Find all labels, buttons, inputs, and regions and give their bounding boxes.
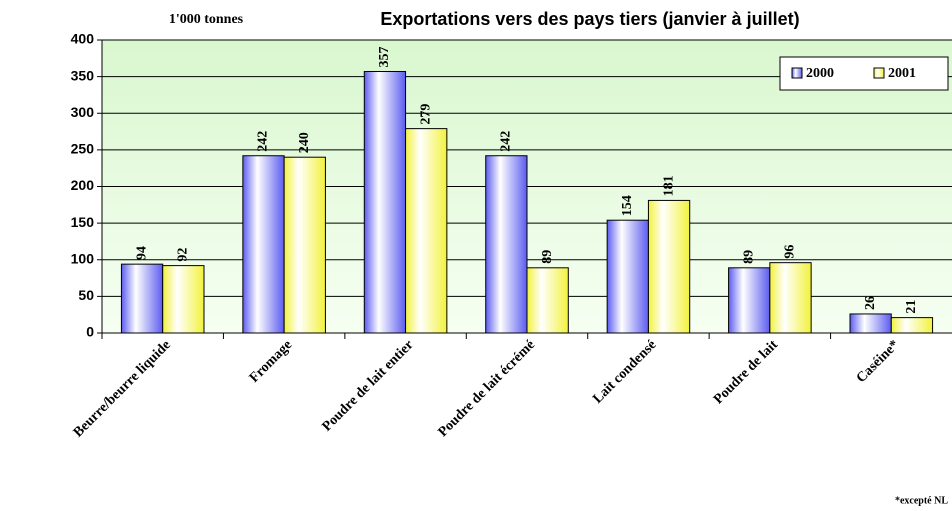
y-tick-label: 150 [71,214,95,230]
x-tick-label: Poudre de lait entier [320,337,417,434]
legend-swatch [873,67,885,79]
legend-label: 2000 [806,66,834,81]
legend-box [779,56,949,91]
x-tick-label: Lait condensé [590,337,659,406]
x-tick-label: Poudre de lait [711,337,781,407]
bar [162,265,205,334]
bar [769,262,812,334]
legend-label: 2001 [888,66,916,81]
bar [526,267,569,334]
bar [647,199,691,334]
legend-swatch [791,67,803,79]
x-tick-label: Poudre de lait écrémé [436,337,539,440]
value-label: 279 [418,104,433,125]
value-label: 242 [256,131,271,152]
bar [120,263,164,334]
value-label: 96 [783,245,798,259]
value-label: 154 [620,195,635,216]
value-label: 181 [661,175,676,196]
chart-title: Exportations vers des pays tiers (janvie… [380,9,799,29]
value-label: 94 [134,246,149,260]
bar [890,317,934,334]
y-tick-label: 300 [71,104,95,120]
bar [606,219,649,334]
value-label: 240 [297,132,312,153]
y-axis-label: 1'000 tonnes [169,12,244,27]
y-tick-label: 0 [86,324,94,340]
bar [728,267,771,334]
bar [849,313,892,334]
footnote: *excepté NL [895,495,948,506]
x-tick-label: Beurre/beurre liquide [71,337,174,440]
x-tick-label: Fromage [247,337,295,385]
y-tick-label: 250 [71,141,95,157]
value-label: 357 [377,46,392,67]
value-label: 26 [863,296,878,310]
bar [405,128,448,334]
y-tick-label: 200 [71,177,95,193]
value-label: 89 [540,250,555,264]
bar [485,155,528,334]
y-tick-label: 100 [71,250,95,266]
x-tick-label: Caséine* [854,337,903,386]
value-label: 89 [741,250,756,264]
value-label: 242 [499,131,514,152]
bar [283,156,326,334]
bar [363,70,407,334]
y-tick-label: 50 [78,287,94,303]
y-tick-label: 400 [71,31,95,47]
value-label: 92 [176,248,191,262]
value-label: 21 [904,300,919,314]
bar [242,155,285,334]
y-tick-label: 350 [71,67,95,83]
